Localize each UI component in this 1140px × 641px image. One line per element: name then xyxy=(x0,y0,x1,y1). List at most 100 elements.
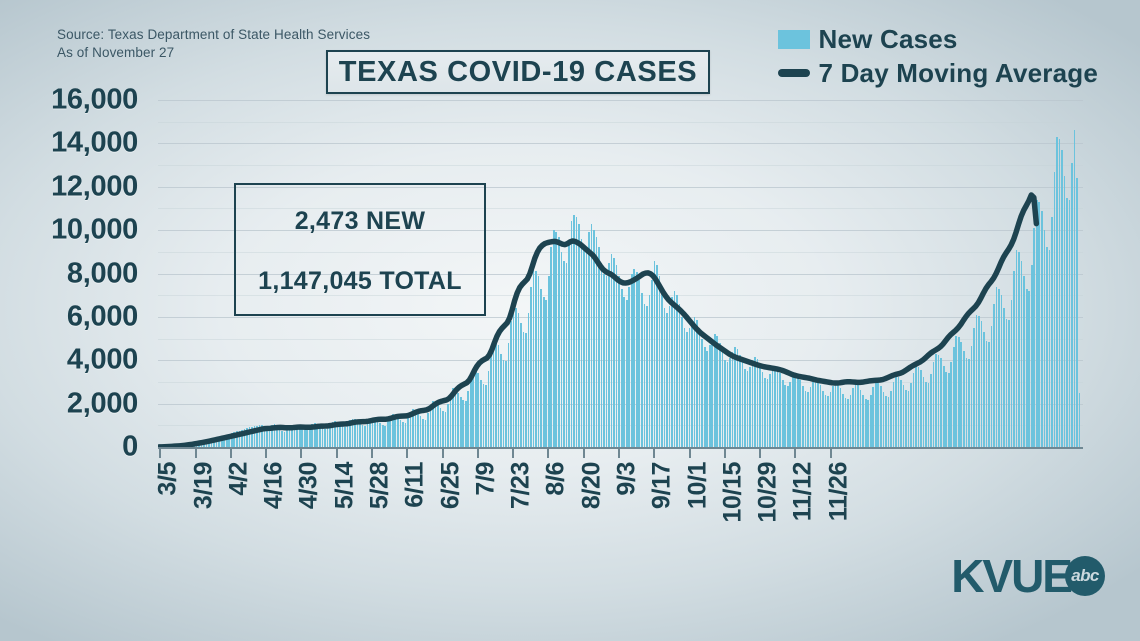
bar xyxy=(336,422,339,447)
legend-bar-swatch-icon xyxy=(778,29,811,49)
bar xyxy=(950,362,953,447)
bar xyxy=(630,273,633,447)
stats-callout-box: 2,473 NEW 1,147,045 TOTAL xyxy=(234,183,486,316)
bar xyxy=(497,345,500,447)
bar xyxy=(575,217,578,447)
x-axis-labels: 3/5 3/19 4/2 4/16 4/30 5/14 5/28 6/11 6/25 7/9 7/2… xyxy=(154,462,1083,542)
bar xyxy=(588,232,590,447)
gridline-16000 xyxy=(158,100,1083,101)
stat-new-cases: 2,473 NEW xyxy=(294,207,426,235)
bar xyxy=(905,389,907,447)
bar xyxy=(301,428,304,447)
bar xyxy=(233,432,236,447)
bar xyxy=(867,400,870,447)
bar xyxy=(1076,178,1078,447)
bar xyxy=(910,383,912,447)
bar xyxy=(520,323,522,447)
bar xyxy=(995,286,998,447)
gridline-2000 xyxy=(158,403,1083,405)
bar xyxy=(303,430,306,447)
bar xyxy=(937,354,940,447)
gridline-1000 xyxy=(158,425,1083,427)
bar xyxy=(1018,251,1020,447)
bar xyxy=(278,427,281,447)
bar xyxy=(261,424,263,447)
bar xyxy=(522,332,525,447)
legend-label-moving-average: 7 Day Moving Average xyxy=(818,57,1098,88)
bar xyxy=(1066,197,1068,447)
bar xyxy=(895,375,897,447)
y-tick-label: 4,000 xyxy=(66,343,138,376)
bar xyxy=(716,336,719,447)
bar xyxy=(892,381,895,447)
bar xyxy=(454,389,457,447)
bar xyxy=(409,412,412,447)
bar xyxy=(432,401,434,447)
bar xyxy=(947,373,950,447)
bar xyxy=(651,280,653,447)
bar xyxy=(761,372,764,447)
bar xyxy=(648,295,651,447)
bar xyxy=(756,359,759,447)
bar xyxy=(925,381,927,447)
x-tick-mark xyxy=(406,447,409,458)
bar xyxy=(381,425,384,447)
bar xyxy=(1020,260,1023,447)
bar xyxy=(932,362,935,447)
bar xyxy=(1025,288,1028,447)
bar xyxy=(276,425,278,447)
bar xyxy=(952,347,955,447)
bar xyxy=(676,295,678,447)
bar xyxy=(789,381,792,447)
bar xyxy=(281,430,283,447)
x-tick-label: 4/2 xyxy=(224,462,253,496)
bar xyxy=(542,297,545,447)
bar xyxy=(968,359,970,447)
gridline-12000 xyxy=(158,186,1083,188)
bar xyxy=(942,365,945,447)
bar xyxy=(874,381,877,447)
bar xyxy=(384,426,387,447)
bar xyxy=(1028,290,1031,447)
bar xyxy=(890,390,892,447)
bar xyxy=(708,345,711,447)
bar xyxy=(759,364,761,447)
bar xyxy=(985,340,988,447)
bar xyxy=(791,376,794,447)
bar xyxy=(854,384,857,447)
x-tick-label: 10/15 xyxy=(718,462,747,523)
bar xyxy=(545,299,548,447)
bar xyxy=(560,251,563,447)
bar xyxy=(849,394,852,447)
gridline-13000 xyxy=(158,165,1083,167)
bar xyxy=(351,418,354,447)
bar xyxy=(258,425,261,447)
bar xyxy=(605,275,608,447)
bar xyxy=(731,351,734,447)
legend-item-moving-average: 7 Day Moving Average xyxy=(778,56,1098,90)
x-tick-mark xyxy=(300,447,303,458)
bar xyxy=(326,426,329,447)
bar xyxy=(721,351,724,447)
bar xyxy=(799,379,802,447)
bar xyxy=(374,418,376,447)
x-tick-label: 9/3 xyxy=(612,462,641,496)
bar xyxy=(376,419,379,447)
bar xyxy=(419,415,422,447)
x-tick-label: 10/29 xyxy=(753,462,782,523)
bar xyxy=(246,427,248,447)
bar xyxy=(852,388,854,447)
bar xyxy=(273,424,276,447)
bar xyxy=(414,410,417,447)
bar xyxy=(1033,227,1036,447)
bar xyxy=(361,425,364,447)
bar xyxy=(573,214,575,447)
bar xyxy=(296,424,298,447)
x-tick-mark xyxy=(512,447,515,458)
bar xyxy=(512,306,515,447)
bar xyxy=(940,358,942,447)
bar xyxy=(585,249,588,447)
bar xyxy=(990,325,993,447)
bar xyxy=(915,365,917,447)
bar xyxy=(316,424,319,447)
